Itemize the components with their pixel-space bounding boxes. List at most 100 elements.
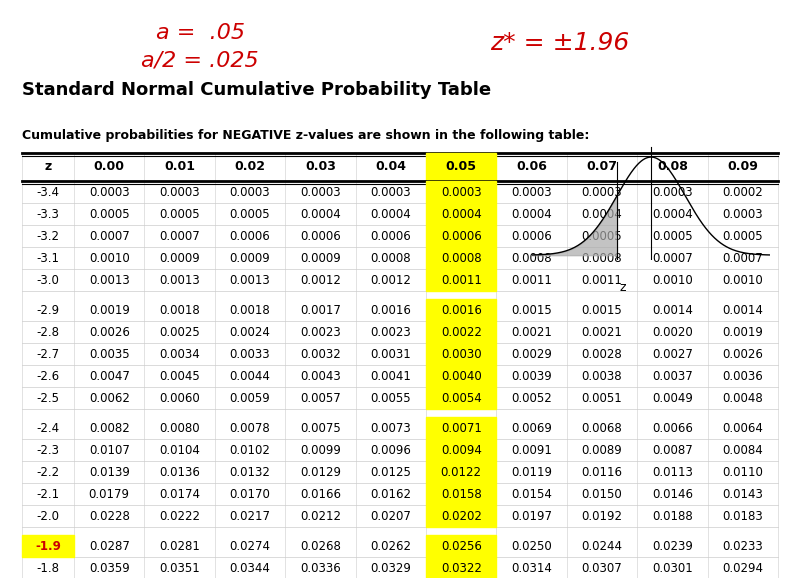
Text: 0.0274: 0.0274 — [229, 539, 271, 553]
Text: -3.1: -3.1 — [37, 251, 60, 265]
Text: -2.5: -2.5 — [37, 391, 60, 405]
Text: 0.00: 0.00 — [94, 161, 125, 173]
Text: 0.0054: 0.0054 — [441, 391, 482, 405]
Text: 0.0073: 0.0073 — [371, 421, 411, 435]
Text: 0.0007: 0.0007 — [89, 229, 129, 243]
Text: 0.0007: 0.0007 — [652, 251, 693, 265]
Text: 0.06: 0.06 — [516, 161, 547, 173]
Text: 0.0024: 0.0024 — [229, 325, 271, 339]
Text: 0.0037: 0.0037 — [652, 369, 693, 383]
Text: 0.0307: 0.0307 — [582, 561, 622, 575]
Text: 0.0314: 0.0314 — [511, 561, 552, 575]
Text: 0.0287: 0.0287 — [89, 539, 129, 553]
Bar — [426, 365, 496, 387]
Text: 0.0002: 0.0002 — [723, 186, 763, 198]
Text: Standard Normal Cumulative Probability Table: Standard Normal Cumulative Probability T… — [22, 81, 491, 99]
Text: 0.0192: 0.0192 — [581, 509, 622, 523]
Text: 0.0039: 0.0039 — [511, 369, 552, 383]
Bar — [426, 505, 496, 527]
Text: 0.0174: 0.0174 — [159, 487, 200, 501]
Text: 0.0049: 0.0049 — [652, 391, 693, 405]
Text: 0.0005: 0.0005 — [652, 229, 692, 243]
Text: 0.0015: 0.0015 — [511, 303, 552, 317]
Text: 0.0066: 0.0066 — [652, 421, 693, 435]
Text: z* = ±1.96: z* = ±1.96 — [491, 31, 630, 55]
Text: 0.0003: 0.0003 — [582, 186, 622, 198]
Bar — [426, 387, 496, 409]
Bar — [426, 225, 496, 247]
Text: 0.0003: 0.0003 — [89, 186, 129, 198]
Text: 0.0007: 0.0007 — [160, 229, 200, 243]
Text: 0.0197: 0.0197 — [511, 509, 552, 523]
Text: 0.0170: 0.0170 — [229, 487, 271, 501]
Text: 0.0244: 0.0244 — [581, 539, 622, 553]
Text: 0.0019: 0.0019 — [723, 325, 763, 339]
Text: Cumulative probabilities for NEGATIVE z-values are shown in the following table:: Cumulative probabilities for NEGATIVE z-… — [22, 129, 589, 143]
Text: 0.0057: 0.0057 — [300, 391, 341, 405]
Text: 0.0004: 0.0004 — [582, 208, 622, 220]
Text: 0.0015: 0.0015 — [582, 303, 622, 317]
Text: 0.0010: 0.0010 — [723, 273, 763, 287]
Text: 0.0023: 0.0023 — [371, 325, 411, 339]
Text: 0.0025: 0.0025 — [160, 325, 200, 339]
Text: 0.0084: 0.0084 — [723, 443, 763, 457]
Text: -2.3: -2.3 — [37, 443, 60, 457]
Text: 0.0016: 0.0016 — [441, 303, 482, 317]
Text: 0.0022: 0.0022 — [441, 325, 482, 339]
Text: 0.0294: 0.0294 — [723, 561, 763, 575]
Bar — [426, 321, 496, 343]
Text: 0.0004: 0.0004 — [371, 208, 411, 220]
Text: 0.0129: 0.0129 — [300, 465, 341, 479]
Text: 0.0035: 0.0035 — [89, 347, 129, 361]
Text: 0.0068: 0.0068 — [582, 421, 622, 435]
Text: 0.0010: 0.0010 — [652, 273, 693, 287]
Text: 0.0059: 0.0059 — [229, 391, 271, 405]
Bar — [426, 203, 496, 225]
Text: 0.0043: 0.0043 — [300, 369, 341, 383]
Bar — [426, 461, 496, 483]
Text: 0.0026: 0.0026 — [89, 325, 129, 339]
Text: 0.0003: 0.0003 — [511, 186, 552, 198]
Text: 0.0013: 0.0013 — [89, 273, 129, 287]
Text: 0.0202: 0.0202 — [441, 509, 482, 523]
Text: 0.0033: 0.0033 — [229, 347, 270, 361]
Text: 0.0011: 0.0011 — [441, 273, 482, 287]
Text: -2.7: -2.7 — [37, 347, 60, 361]
Bar — [426, 153, 496, 181]
Text: 0.0069: 0.0069 — [511, 421, 552, 435]
Text: 0.04: 0.04 — [376, 161, 407, 173]
Text: 0.0359: 0.0359 — [89, 561, 129, 575]
Text: 0.0005: 0.0005 — [229, 208, 270, 220]
Text: 0.0007: 0.0007 — [723, 251, 763, 265]
Text: 0.0018: 0.0018 — [160, 303, 200, 317]
Text: -2.9: -2.9 — [37, 303, 60, 317]
Text: 0.09: 0.09 — [727, 161, 758, 173]
Text: 0.0008: 0.0008 — [582, 251, 622, 265]
Text: 0.0125: 0.0125 — [370, 465, 411, 479]
Text: 0.0006: 0.0006 — [300, 229, 341, 243]
Text: 0.0048: 0.0048 — [723, 391, 763, 405]
Text: -2.2: -2.2 — [37, 465, 60, 479]
Text: 0.0078: 0.0078 — [229, 421, 271, 435]
Text: 0.0003: 0.0003 — [652, 186, 692, 198]
Text: 0.05: 0.05 — [445, 161, 476, 173]
Text: 0.0032: 0.0032 — [300, 347, 341, 361]
Text: 0.0222: 0.0222 — [159, 509, 200, 523]
Text: 0.0005: 0.0005 — [723, 229, 763, 243]
Text: 0.0188: 0.0188 — [652, 509, 693, 523]
Text: 0.0094: 0.0094 — [441, 443, 482, 457]
Text: 0.01: 0.01 — [164, 161, 195, 173]
Text: 0.0006: 0.0006 — [441, 229, 482, 243]
Text: 0.08: 0.08 — [657, 161, 688, 173]
Text: 0.0012: 0.0012 — [300, 273, 341, 287]
Text: -3.2: -3.2 — [37, 229, 60, 243]
Text: 0.0006: 0.0006 — [511, 229, 552, 243]
Text: 0.0034: 0.0034 — [160, 347, 200, 361]
Bar — [426, 181, 496, 203]
Text: 0.0012: 0.0012 — [370, 273, 411, 287]
Text: 0.0008: 0.0008 — [511, 251, 552, 265]
Text: 0.0091: 0.0091 — [511, 443, 552, 457]
Text: a/2 = .025: a/2 = .025 — [141, 50, 259, 70]
Text: 0.0336: 0.0336 — [300, 561, 341, 575]
Text: 0.0011: 0.0011 — [581, 273, 622, 287]
